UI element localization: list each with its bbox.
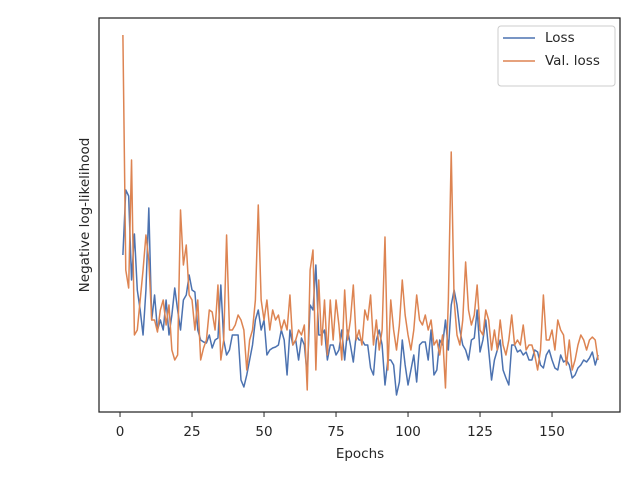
y-axis-label: Negative log-likelihood	[77, 138, 93, 293]
x-axis-label: Epochs	[336, 446, 384, 462]
x-tick-label: 100	[395, 424, 421, 440]
x-tick-label: 50	[255, 424, 272, 440]
x-tick-label: 0	[116, 424, 125, 440]
x-tick-label: 150	[539, 424, 565, 440]
plot-frame	[98, 17, 621, 413]
x-tick-label: 125	[467, 424, 493, 440]
legend-label: Val. loss	[545, 53, 600, 69]
x-tick-label: 75	[327, 424, 344, 440]
legend-box	[497, 25, 616, 87]
legend-label: Loss	[545, 30, 575, 46]
series-line	[122, 189, 599, 396]
series-line	[122, 34, 599, 391]
x-tick-label: 25	[183, 424, 200, 440]
